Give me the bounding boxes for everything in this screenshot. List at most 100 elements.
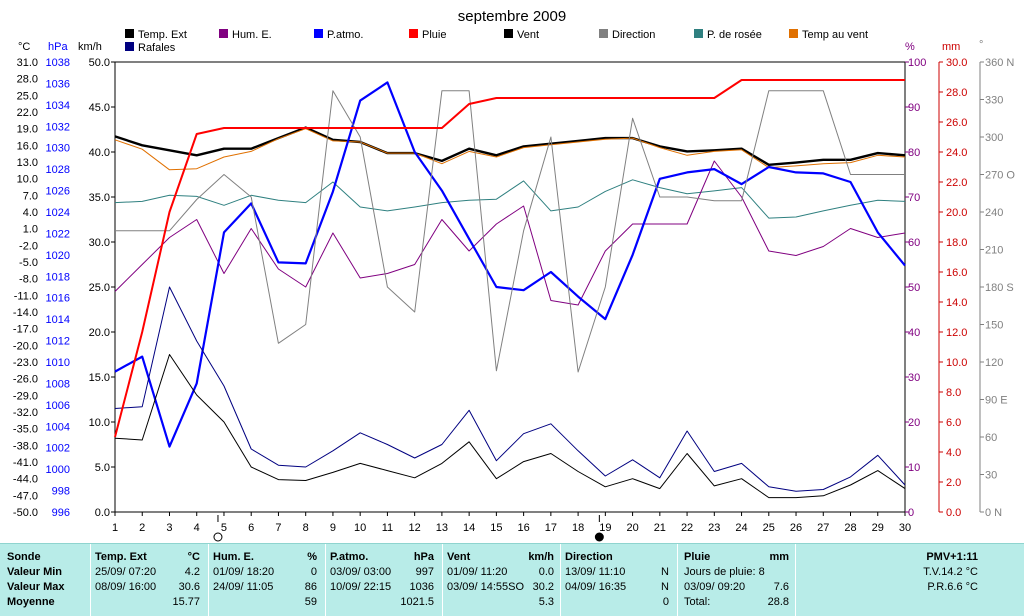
- series-line: [114, 179, 906, 219]
- rain-tick-label: 16.0: [946, 267, 967, 279]
- dir-max-value: N: [661, 581, 669, 593]
- x-tick-label: 26: [790, 522, 802, 534]
- x-tick-label: 2: [139, 522, 145, 534]
- dir-tick-label: 300: [985, 132, 1003, 144]
- press-tick-label: 1010: [46, 357, 70, 369]
- temp-max-value: 30.6: [178, 581, 200, 593]
- x-tick-label: 28: [844, 522, 856, 534]
- legend-label: Temp au vent: [802, 29, 868, 41]
- temp-tick-label: -23.0: [13, 357, 38, 369]
- legend-label: Hum. E.: [232, 29, 272, 41]
- press-min-time: 03/09/ 03:00: [330, 566, 392, 578]
- moon-phase-icon: [594, 532, 604, 542]
- temp-tick-label: -5.0: [19, 257, 38, 269]
- x-tick-label: 12: [409, 522, 421, 534]
- rain-tick-label: 28.0: [946, 87, 967, 99]
- dir-title: Direction: [565, 551, 613, 563]
- x-tick-label: 9: [330, 522, 336, 534]
- x-tick-label: 11: [382, 522, 393, 534]
- rain-tick-label: 12.0: [946, 327, 967, 339]
- legend-label: Direction: [612, 29, 655, 41]
- legend-label: Rafales: [138, 42, 176, 54]
- dir-min-time: 13/09/ 11:10: [565, 566, 626, 578]
- wind-tick-label: 45.0: [89, 102, 110, 114]
- press-avg: 1021.5: [400, 596, 434, 608]
- wind-avg: 5.3: [538, 596, 554, 608]
- legend-label: Temp. Ext: [138, 29, 187, 41]
- rain-tick-label: 20.0: [946, 207, 967, 219]
- legend-swatch: [125, 42, 134, 51]
- press-tick-label: 1004: [46, 421, 70, 433]
- series-line: [114, 126, 906, 167]
- rain-tick-label: 22.0: [946, 177, 967, 189]
- chart-title: septembre 2009: [458, 8, 566, 25]
- wind-unit-label: km/h: [78, 41, 102, 53]
- press-unit: hPa: [413, 551, 434, 563]
- legend-swatch: [125, 29, 134, 38]
- series-line: [114, 286, 906, 492]
- dir-tick-label: 0 N: [985, 507, 1002, 519]
- x-tick-label: 14: [463, 522, 475, 534]
- moon-markers: [213, 515, 604, 542]
- hum-unit: %: [307, 551, 317, 563]
- pmv-pr: P.R.6.6 °C: [927, 581, 978, 593]
- x-tick-label: 8: [303, 522, 309, 534]
- press-tick-label: 1038: [46, 57, 70, 69]
- row-label-max: Valeur Max: [7, 581, 65, 593]
- rain-tick-label: 6.0: [946, 417, 961, 429]
- hum-max-time: 24/09/ 11:05: [213, 581, 274, 593]
- legend-label: P.atmo.: [327, 29, 364, 41]
- wind-unit: km/h: [528, 551, 554, 563]
- x-tick-label: 19: [599, 522, 611, 534]
- x-tick-label: 24: [735, 522, 747, 534]
- press-tick-label: 996: [52, 507, 70, 519]
- dir-max-time: 04/09/ 16:35: [565, 581, 627, 593]
- dir-tick-label: 240: [985, 207, 1003, 219]
- legend-swatch: [694, 29, 703, 38]
- temp-title: Temp. Ext: [95, 551, 147, 563]
- hum-unit-label: %: [905, 41, 915, 53]
- wind-title: Vent: [447, 551, 471, 563]
- rain-tick-label: 10.0: [946, 357, 967, 369]
- wind-tick-label: 35.0: [89, 192, 110, 204]
- hum-max-value: 86: [304, 581, 317, 593]
- wind-min-time: 01/09/ 11:20: [447, 566, 508, 578]
- dir-unit-label: °: [979, 39, 983, 51]
- legend-swatch: [219, 29, 228, 38]
- dir-tick-label: 270 O: [985, 170, 1015, 182]
- press-tick-label: 1034: [46, 100, 70, 112]
- dir-tick-label: 60: [985, 432, 997, 444]
- press-tick-label: 1024: [46, 207, 70, 219]
- temp-min-value: 4.2: [184, 566, 200, 578]
- x-tick-label: 1: [112, 522, 118, 534]
- rain-tick-label: 18.0: [946, 237, 967, 249]
- rain-tick-label: 4.0: [946, 447, 961, 459]
- press-unit-label: hPa: [48, 41, 68, 53]
- dir-tick-label: 150: [985, 320, 1003, 332]
- legend-label: Pluie: [422, 29, 446, 41]
- hum-tick-label: 50: [908, 282, 920, 294]
- temp-tick-label: -26.0: [13, 374, 38, 386]
- hum-tick-label: 0: [908, 507, 914, 519]
- temp-tick-label: -35.0: [13, 424, 38, 436]
- temp-tick-label: -32.0: [13, 407, 38, 419]
- wind-tick-label: 25.0: [89, 282, 110, 294]
- rain-total: 28.8: [767, 596, 789, 608]
- press-tick-label: 1012: [46, 336, 70, 348]
- wind-tick-label: 10.0: [89, 417, 110, 429]
- press-tick-label: 1000: [46, 464, 70, 476]
- press-tick-label: 1006: [46, 400, 70, 412]
- temp-tick-label: 13.0: [17, 157, 38, 169]
- temp-tick-label: -50.0: [13, 507, 38, 519]
- hum-tick-label: 90: [908, 102, 920, 114]
- hum-tick-label: 100: [908, 57, 926, 69]
- dir-min-value: N: [661, 566, 669, 578]
- x-tick-label: 15: [490, 522, 502, 534]
- stats-hum: Hum. E.% 01/09/ 18:20 0 24/09/ 11:05 86 59: [208, 544, 325, 616]
- temp-tick-label: -2.0: [19, 240, 38, 252]
- press-max-value: 1036: [409, 581, 434, 593]
- x-tick-label: 21: [654, 522, 666, 534]
- x-tick-label: 27: [817, 522, 829, 534]
- temp-unit: °C: [187, 551, 200, 563]
- rain-tick-label: 8.0: [946, 387, 961, 399]
